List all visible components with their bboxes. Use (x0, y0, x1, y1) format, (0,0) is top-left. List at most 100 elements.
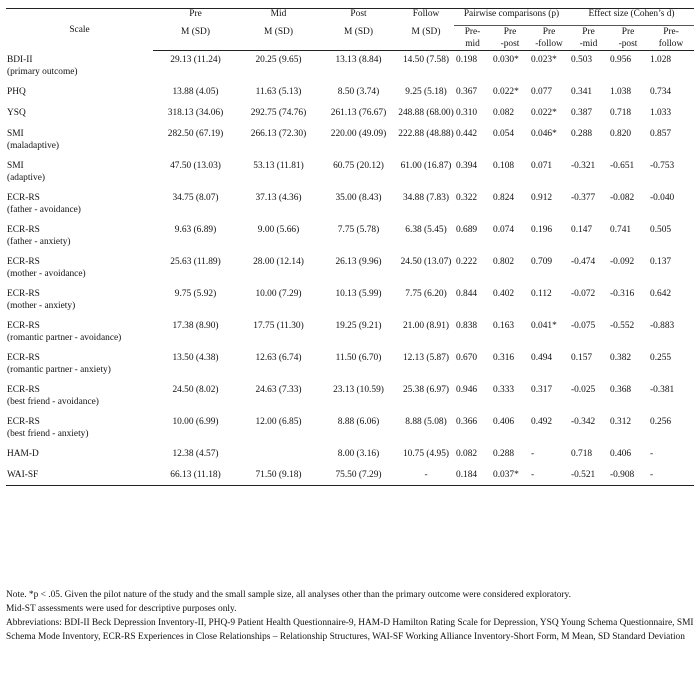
cell-d-pp: -0.316 (610, 289, 635, 299)
cell-follow: 7.75 (6.20) (405, 289, 447, 299)
cell-d-pf: 0.642 (650, 289, 672, 299)
cell-d-pm: -0.474 (571, 257, 596, 267)
cell-scale: PHQ (6, 83, 153, 104)
cell-p-pf: 0.077 (531, 87, 553, 97)
cell-follow: 10.75 (4.95) (402, 449, 450, 459)
header-follow: Follow (412, 9, 440, 19)
cell-p-pp: 0.406 (493, 417, 515, 427)
scale-subscale: (best friend - avoidance) (7, 397, 99, 407)
cell-p-pp: 0.022* (493, 87, 519, 97)
table-row: ECR-RS (romantic partner - avoidance) 17.3… (6, 317, 694, 349)
cell-d-pp: -0.651 (610, 161, 635, 171)
results-table: Scale Pre Mid Post Follow Pairwise compa… (6, 8, 695, 486)
cell-post: 220.00 (49.09) (330, 129, 387, 139)
cell-post: 60.75 (20.12) (333, 161, 384, 171)
cell-pre: 29.13 (11.24) (170, 55, 221, 65)
cell-scale: ECR-RS (father - anxiety) (6, 221, 153, 253)
cell-p-pm: 0.442 (456, 129, 478, 139)
cell-p-pm: 0.366 (456, 417, 478, 427)
cell-d-pm: -0.072 (571, 289, 596, 299)
scale-name: ECR-RS (7, 353, 40, 363)
cell-mid: 28.00 (12.14) (253, 257, 304, 267)
cell-p-pm: 0.670 (456, 353, 478, 363)
cell-mid: 37.13 (4.36) (255, 193, 302, 203)
cell-d-pf: - (650, 449, 654, 459)
cell-post: 26.13 (9.96) (335, 257, 382, 267)
cell-mid: 24.63 (7.33) (255, 385, 302, 395)
header-mid: Mid (270, 9, 287, 19)
table-row: ECR-RS (father - anxiety) 9.63 (6.89) 9.00 … (6, 221, 694, 253)
table-row: ECR-RS (best friend - avoidance) 24.50 (8.… (6, 381, 694, 413)
cell-post: 10.13 (5.99) (335, 289, 382, 299)
cell-p-pf: 0.912 (531, 193, 553, 203)
scale-subscale: (mother - anxiety) (7, 301, 76, 311)
cell-pre: 25.63 (11.89) (170, 257, 221, 267)
cell-scale: ECR-RS (romantic partner - anxiety) (6, 349, 153, 381)
cell-post: 35.00 (8.43) (335, 193, 382, 203)
cell-scale: SMI (maladaptive) (6, 125, 153, 157)
cell-d-pf: -0.753 (650, 161, 675, 171)
cell-p-pf: 0.022* (531, 108, 557, 118)
header-p-pre-post: Pre -post (491, 25, 529, 51)
cell-d-pf: 0.734 (650, 87, 672, 97)
cell-d-pp: -0.552 (610, 321, 635, 331)
cell-p-pp: 0.030* (493, 55, 519, 65)
cell-p-pp: 0.402 (493, 289, 515, 299)
cell-pre: 17.38 (8.90) (172, 321, 219, 331)
cell-d-pm: -0.521 (569, 466, 608, 486)
table-row: ECR-RS (mother - anxiety) 9.75 (5.92) 10.00… (6, 285, 694, 317)
cell-d-pf: 1.028 (650, 55, 672, 65)
cell-follow: 24.50 (13.07) (400, 257, 452, 267)
cell-p-pm: 0.222 (456, 257, 478, 267)
cell-p-pm: 0.367 (456, 87, 478, 97)
header-msd-mid: M (SD) (238, 25, 319, 51)
cell-d-pp: 0.382 (610, 353, 632, 363)
cell-follow: 222.88 (48.88) (398, 129, 454, 139)
cell-d-pm: -0.321 (571, 161, 596, 171)
header-d-pre-post: Pre -post (608, 25, 648, 51)
cell-p-pm: 0.082 (456, 449, 478, 459)
cell-p-pf: 0.071 (531, 161, 553, 171)
cell-p-pf: 0.046* (531, 129, 557, 139)
cell-scale: ECR-RS (mother - avoidance) (6, 253, 153, 285)
cell-p-pm: 0.946 (456, 385, 478, 395)
cell-scale: ECR-RS (mother - anxiety) (6, 285, 153, 317)
table-row: ECR-RS (romantic partner - anxiety) 13.50 … (6, 349, 694, 381)
table-row: ECR-RS (father - avoidance) 34.75 (8.07) 37… (6, 189, 694, 221)
scale-name: PHQ (7, 87, 26, 97)
cell-p-pf: 0.023* (531, 55, 557, 65)
table-notes: Note. *p < .05. Given the pilot nature o… (6, 588, 696, 644)
header-p-pre-follow: Pre -follow (529, 25, 569, 51)
cell-d-pp: 1.038 (610, 87, 632, 97)
cell-scale: ECR-RS (romantic partner - avoidance) (6, 317, 153, 349)
cell-mid: 17.75 (11.30) (253, 321, 304, 331)
cell-scale: YSQ (6, 104, 153, 125)
header-pairwise: Pairwise comparisons (p) (454, 8, 569, 26)
cell-mid: 53.13 (11.81) (253, 161, 304, 171)
cell-pre: 9.63 (6.89) (174, 225, 217, 235)
cell-p-pm: 0.198 (456, 55, 478, 65)
cell-p-pp: 0.316 (493, 353, 515, 363)
cell-pre: 24.50 (8.02) (172, 385, 219, 395)
scale-subscale: (father - anxiety) (7, 237, 71, 247)
note-abbreviations: Abbreviations: BDI-II Beck Depression In… (6, 618, 694, 642)
cell-d-pf: 0.505 (650, 225, 672, 235)
table-row: SMI (maladaptive) 282.50 (67.19) 266.13 (72… (6, 125, 694, 157)
cell-follow: 248.88 (68.00) (398, 108, 454, 118)
cell-pre: 47.50 (13.03) (170, 161, 221, 171)
cell-p-pp: 0.288 (493, 449, 515, 459)
cell-d-pf: 0.256 (650, 417, 672, 427)
table-row: ECR-RS (mother - avoidance) 25.63 (11.89) 2… (6, 253, 694, 285)
cell-d-pp: -0.092 (610, 257, 635, 267)
cell-p-pp: 0.163 (493, 321, 515, 331)
cell-p-pf: 0.492 (531, 417, 553, 427)
cell-p-pf: 0.041* (531, 321, 557, 331)
cell-follow: 6.38 (5.45) (405, 225, 447, 235)
cell-follow: 61.00 (16.87) (400, 161, 452, 171)
cell-p-pp: 0.333 (493, 385, 515, 395)
cell-follow: - (398, 466, 454, 486)
header-pre: Pre (189, 9, 202, 19)
cell-p-pf: 0.709 (531, 257, 553, 267)
cell-d-pm: 0.718 (571, 449, 593, 459)
cell-post: 11.50 (6.70) (335, 353, 382, 363)
